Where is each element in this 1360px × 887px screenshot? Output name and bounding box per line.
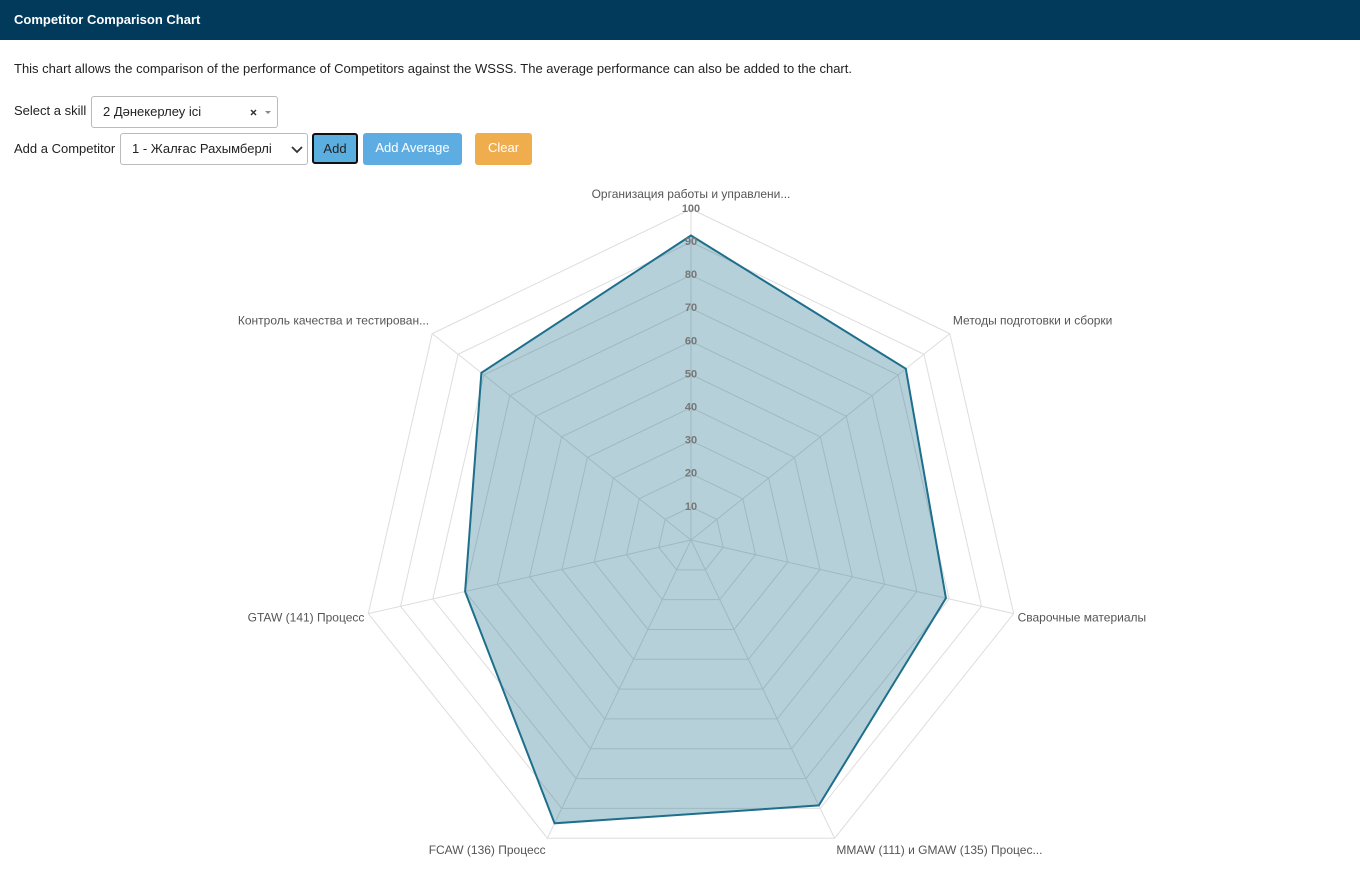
tick-label: 20 (685, 468, 697, 480)
tick-label: 50 (685, 368, 697, 380)
tick-label: 80 (685, 269, 697, 281)
tick-label: 60 (685, 335, 697, 347)
grid-polygon (561, 407, 821, 660)
data-area (464, 234, 947, 825)
tick-label: 10 (685, 501, 697, 513)
grid-polygon (400, 241, 982, 809)
axis-label: Контроль качества и тестирован... (238, 313, 429, 327)
axis-label: GTAW (141) Процесс (248, 611, 365, 625)
competitor-value: 1 - Жалғас Рахымберлі (132, 141, 272, 156)
grid-polygon (432, 274, 950, 780)
competitor-select[interactable]: 1 - Жалғас Рахымберлі (120, 133, 308, 165)
axis-label: Сварочные материалы (1018, 611, 1147, 625)
competitor-label: Add a Competitor (14, 141, 116, 156)
grid-polygon (529, 373, 853, 690)
grid-polygon (367, 208, 1015, 839)
axis-label: MMAW (111) и GMAW (135) Процес... (836, 843, 1042, 857)
tick-label: 90 (685, 236, 697, 248)
skill-select[interactable]: 2 Дәнекерлеу ісі (91, 96, 278, 128)
select-icons (250, 109, 271, 116)
description: This chart allows the comparison of the … (14, 61, 852, 76)
tick-label: 30 (685, 435, 697, 447)
grid-polygon (496, 340, 886, 720)
grid-polygon (658, 506, 724, 571)
axis-label: Организация работы и управлени... (592, 187, 791, 201)
grid-polygon (625, 473, 757, 601)
dropdown-arrow (291, 146, 303, 154)
radar-chart: 10 20 30 40 50 60 70 80 90 100 Организация работы … (238, 187, 1147, 857)
axis-label: FCAW (136) Процесс (429, 843, 546, 857)
tick-label: 40 (685, 402, 697, 414)
skill-value: 2 Дәнекерлеу ісі (103, 104, 202, 119)
grid-polygon (593, 440, 789, 630)
add-button[interactable]: Add (312, 133, 358, 164)
tick-label: 100 (682, 203, 700, 215)
axis-label: Методы подготовки и сборки (953, 313, 1112, 327)
header-title: Competitor Comparison Chart (14, 12, 201, 27)
add-average-button[interactable]: Add Average (363, 133, 462, 165)
skill-label: Select a skill (14, 103, 87, 118)
tick-label: 70 (685, 302, 697, 314)
grid-polygon (464, 307, 918, 750)
clear-button[interactable]: Clear (475, 133, 532, 165)
header: Competitor Comparison Chart (0, 0, 1360, 40)
